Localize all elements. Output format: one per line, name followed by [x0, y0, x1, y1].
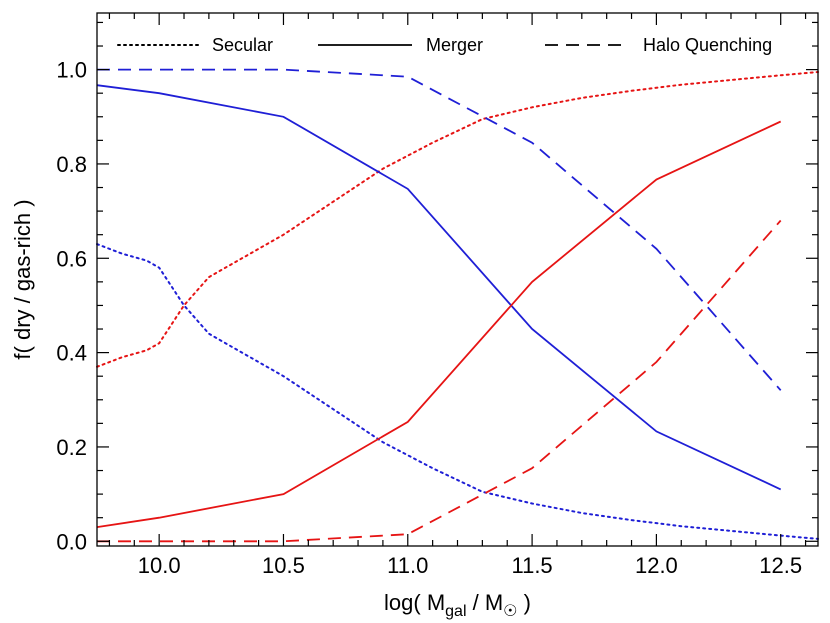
legend: Secular Merger Halo Quenching — [117, 35, 772, 55]
x-axis-title: log( Mgal / M☉ ) — [384, 590, 531, 620]
x-axis-title-sub-sun: ☉ — [503, 603, 517, 620]
x-tick-label: 10.5 — [262, 553, 305, 578]
x-tick-label: 10.0 — [138, 553, 181, 578]
plot-frame — [96, 12, 819, 547]
x-tick-label: 11.5 — [511, 553, 552, 578]
series-layer — [96, 68, 819, 543]
series-red-solid-line — [96, 120, 782, 528]
y-tick-label: 1.0 — [56, 58, 87, 83]
x-axis-title-prefix: log( M — [384, 590, 445, 615]
x-tick-label: 12.0 — [635, 553, 678, 578]
legend-label: Merger — [426, 35, 483, 55]
legend-label: Secular — [212, 35, 273, 55]
x-axis-title-suffix: ) — [518, 590, 531, 615]
legend-label: Halo Quenching — [643, 35, 772, 55]
y-tick-label: 0.6 — [56, 246, 87, 271]
series-blue-solid-line — [96, 84, 782, 491]
y-tick-label: 0.0 — [56, 529, 87, 554]
series-red-dashed-line — [97, 219, 782, 543]
x-axis-title-middle: / M — [467, 590, 504, 615]
ticks-layer: 10.0 10.5 11.0 11.5 12.0 12.5 0.0 0.2 0.4 0.6 0.8 1… — [56, 13, 818, 578]
series-blue-dotted-line — [96, 243, 819, 540]
x-tick-label: 12.5 — [759, 553, 802, 578]
series-blue-dashed-line — [97, 68, 782, 391]
y-tick-label: 0.2 — [56, 435, 87, 460]
series-red-dotted-line — [96, 71, 819, 368]
y-tick-label: 0.4 — [56, 341, 87, 366]
y-tick-label: 0.8 — [56, 152, 87, 177]
x-tick-label: 11.0 — [387, 553, 428, 578]
x-axis-title-sub-gal: gal — [445, 603, 466, 620]
y-axis-title: f( dry / gas-rich ) — [10, 199, 35, 359]
